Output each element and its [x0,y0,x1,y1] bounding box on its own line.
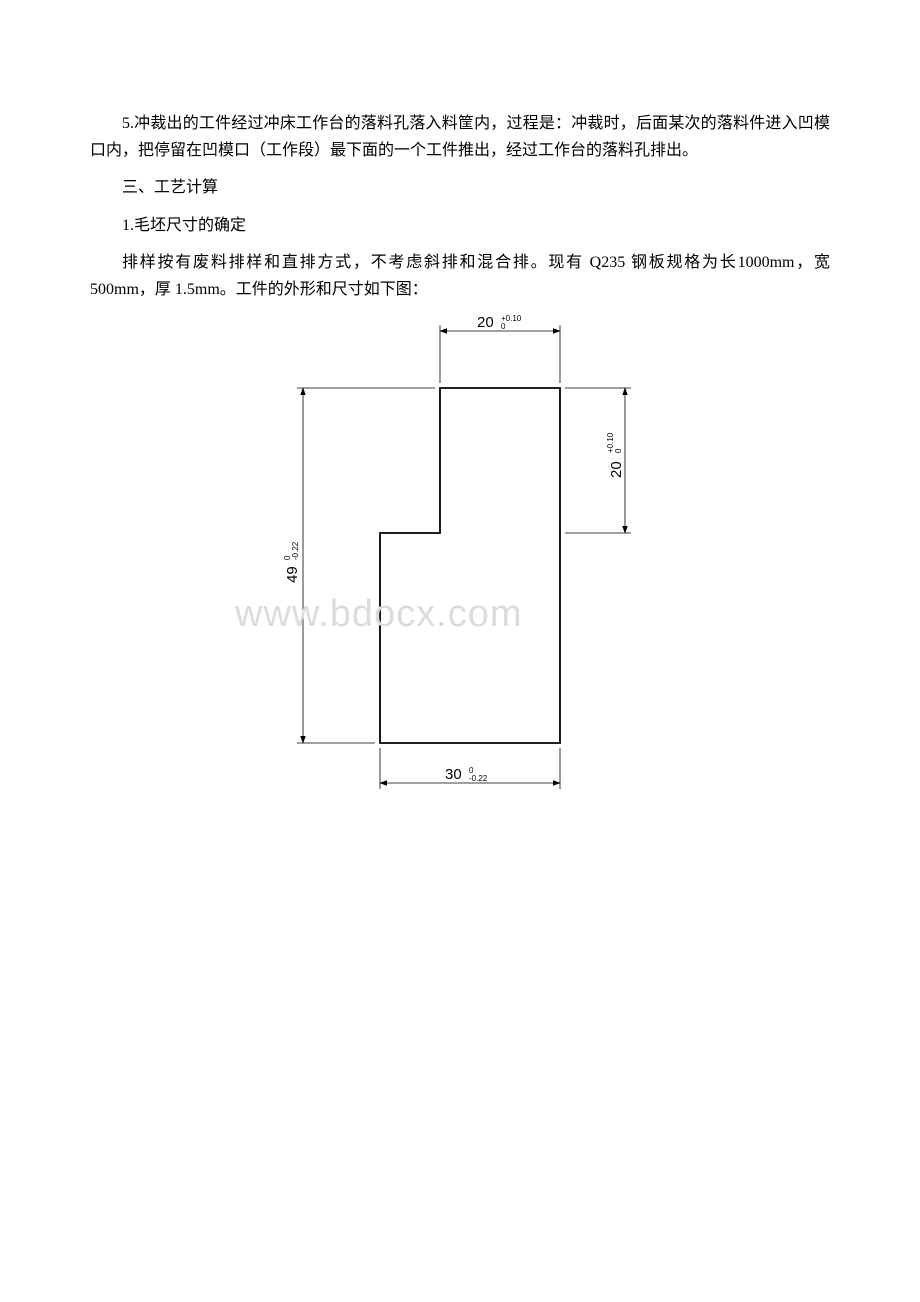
paragraph-5: 5.冲裁出的工件经过冲床工作台的落料孔落入料筐内，过程是：冲裁时，后面某次的落料… [90,110,830,164]
dim-top-lower: 0 [501,322,506,331]
dim-bottom-base: 30 [445,766,462,783]
dim-left-lower: -0.22 [291,541,300,560]
dim-top-base: 20 [477,314,494,331]
dim-bottom-lower: -0.22 [469,774,488,783]
dim-right-base: 20 [608,461,625,478]
dim-left-base: 49 [284,566,301,583]
diagram-container: 20 +0.10 0 20 +0.10 0 49 0 -0.22 30 0 -0… [90,313,830,803]
dim-right-lower: 0 [614,448,623,453]
paragraph-layout: 排样按有废料排样和直排方式，不考虑斜排和混合排。现有 Q235 钢板规格为长10… [90,249,830,303]
part-drawing-svg: 20 +0.10 0 20 +0.10 0 49 0 -0.22 30 0 -0… [245,313,675,803]
engineering-diagram: 20 +0.10 0 20 +0.10 0 49 0 -0.22 30 0 -0… [245,313,675,803]
subsection-1: 1.毛坯尺寸的确定 [90,212,830,239]
section-title-3: 三、工艺计算 [90,174,830,201]
